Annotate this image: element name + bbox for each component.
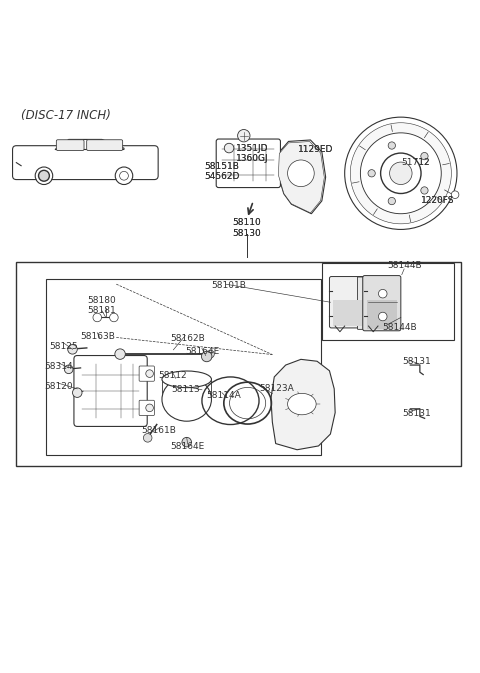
Text: 58101B: 58101B <box>212 281 246 289</box>
Circle shape <box>202 351 212 361</box>
Circle shape <box>146 404 154 412</box>
Circle shape <box>378 289 387 298</box>
Circle shape <box>207 351 214 358</box>
Polygon shape <box>55 139 124 149</box>
Text: 58144B: 58144B <box>387 260 421 270</box>
Circle shape <box>72 388 82 398</box>
Circle shape <box>388 142 396 149</box>
Ellipse shape <box>162 378 212 421</box>
Text: 58180
58181: 58180 58181 <box>88 296 116 315</box>
Text: 58161B: 58161B <box>142 426 177 435</box>
FancyBboxPatch shape <box>87 140 123 151</box>
Text: 58123A: 58123A <box>259 384 294 393</box>
Text: 58151B
54562D: 58151B 54562D <box>204 162 240 181</box>
Ellipse shape <box>162 371 212 388</box>
Text: 58120: 58120 <box>44 382 72 391</box>
Circle shape <box>378 312 387 321</box>
Circle shape <box>368 170 375 177</box>
Circle shape <box>68 345 77 354</box>
FancyBboxPatch shape <box>139 400 155 415</box>
FancyBboxPatch shape <box>74 355 147 427</box>
Circle shape <box>115 167 133 184</box>
Polygon shape <box>271 359 335 450</box>
Bar <box>367 300 397 329</box>
Circle shape <box>120 172 128 180</box>
Text: 1351JD
1360GJ: 1351JD 1360GJ <box>236 143 268 163</box>
Circle shape <box>381 153 421 194</box>
Circle shape <box>224 143 234 153</box>
Circle shape <box>360 133 441 214</box>
Text: 58314: 58314 <box>44 361 72 371</box>
Text: 58151B
54562D: 58151B 54562D <box>204 162 240 181</box>
Circle shape <box>144 433 152 442</box>
FancyBboxPatch shape <box>363 275 401 331</box>
Circle shape <box>238 129 250 142</box>
Text: 58125: 58125 <box>49 343 78 351</box>
Circle shape <box>345 117 457 229</box>
Text: 51712: 51712 <box>402 158 431 168</box>
Text: 58113: 58113 <box>171 386 200 394</box>
Circle shape <box>115 349 125 359</box>
Text: 58114A: 58114A <box>206 392 241 400</box>
Text: 58164E: 58164E <box>185 347 219 356</box>
Text: 1220FS: 1220FS <box>421 197 454 205</box>
Circle shape <box>350 122 451 224</box>
Ellipse shape <box>288 393 316 415</box>
Text: 51712: 51712 <box>402 158 431 168</box>
Text: 1129ED: 1129ED <box>299 145 334 154</box>
Circle shape <box>38 170 49 181</box>
Bar <box>333 300 362 326</box>
Circle shape <box>390 162 412 184</box>
Circle shape <box>182 437 192 447</box>
Bar <box>322 263 454 341</box>
Text: 58131: 58131 <box>403 409 432 418</box>
Circle shape <box>451 191 459 199</box>
Text: 58144B: 58144B <box>383 324 418 332</box>
Circle shape <box>93 313 102 322</box>
Text: 58110
58130: 58110 58130 <box>233 218 262 238</box>
Circle shape <box>39 172 48 180</box>
Text: 1351JD
1360GJ: 1351JD 1360GJ <box>236 143 268 163</box>
Polygon shape <box>278 140 325 214</box>
Text: 58112: 58112 <box>158 371 187 380</box>
Circle shape <box>146 369 154 378</box>
Circle shape <box>35 167 53 184</box>
Text: 58163B: 58163B <box>80 332 115 341</box>
Bar <box>16 262 461 466</box>
Text: (DISC-17 INCH): (DISC-17 INCH) <box>21 109 111 122</box>
Circle shape <box>421 187 428 194</box>
Text: 1220FS: 1220FS <box>421 197 454 205</box>
FancyBboxPatch shape <box>358 277 363 329</box>
Circle shape <box>421 153 428 160</box>
Text: 58110
58130: 58110 58130 <box>233 218 262 238</box>
Circle shape <box>109 313 118 322</box>
FancyBboxPatch shape <box>56 140 84 151</box>
Bar <box>46 279 321 454</box>
Circle shape <box>64 365 73 374</box>
Text: 58164E: 58164E <box>170 442 205 452</box>
FancyBboxPatch shape <box>329 277 366 328</box>
Circle shape <box>288 160 314 186</box>
FancyBboxPatch shape <box>12 145 158 180</box>
Circle shape <box>388 197 396 205</box>
Text: 1129ED: 1129ED <box>299 145 334 154</box>
FancyBboxPatch shape <box>139 366 155 381</box>
FancyBboxPatch shape <box>216 139 280 188</box>
Polygon shape <box>278 141 324 213</box>
Text: 58162B: 58162B <box>170 334 205 343</box>
Text: 58131: 58131 <box>403 357 432 365</box>
